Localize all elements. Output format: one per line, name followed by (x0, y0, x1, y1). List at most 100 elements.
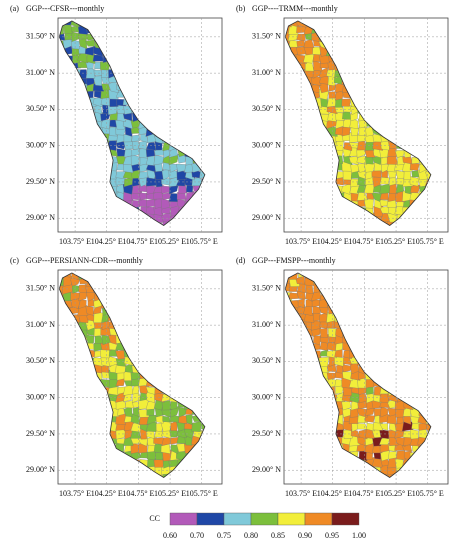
sub-basin (395, 88, 405, 99)
sub-basin (162, 272, 171, 280)
sub-basin (161, 319, 171, 329)
sub-basin (418, 60, 429, 69)
sub-basin (295, 88, 306, 100)
sub-basin (334, 32, 346, 41)
sub-basin (350, 429, 361, 438)
sub-basin (123, 66, 134, 79)
sub-basin (327, 444, 336, 454)
sub-basin (163, 371, 172, 381)
sub-basin (101, 275, 110, 287)
sub-basin (320, 407, 329, 416)
sub-basin (433, 24, 443, 35)
sub-basin (409, 429, 419, 440)
sub-basin (184, 348, 195, 360)
sub-basin (138, 304, 149, 316)
sub-basin (102, 212, 111, 224)
sub-basin (364, 364, 375, 373)
sub-basin (168, 39, 179, 50)
sub-basin (402, 132, 413, 143)
sub-basin (62, 76, 73, 86)
sub-basin (124, 307, 133, 316)
sub-basin (386, 275, 399, 286)
sub-basin (373, 97, 382, 107)
sub-basin (326, 473, 338, 478)
sub-basin (86, 421, 96, 432)
sub-basin (59, 299, 66, 309)
sub-basin (285, 164, 291, 173)
sub-basin (138, 275, 149, 286)
sub-basin (192, 276, 202, 287)
sub-basin (208, 365, 217, 371)
sub-basin (107, 205, 119, 216)
sub-basin (87, 219, 97, 226)
sub-basin (145, 348, 156, 359)
panel-title: GGP---FMSPP---monthly (252, 256, 336, 265)
sub-basin (62, 61, 74, 71)
sub-basin (177, 20, 187, 28)
sub-basin (62, 81, 74, 93)
sub-basin (78, 451, 89, 462)
sub-basin (404, 30, 412, 42)
sub-basin (318, 175, 329, 187)
sub-basin (425, 319, 431, 330)
sub-basin (153, 370, 165, 382)
sub-basin (296, 464, 307, 476)
sub-basin (404, 81, 413, 92)
sub-basin (85, 449, 95, 460)
sub-basin (288, 407, 300, 418)
sub-basin (372, 314, 384, 323)
sub-basin (297, 471, 307, 478)
lat-tick-label: 30.00° N (252, 141, 281, 150)
sub-basin (185, 52, 195, 64)
sub-basin (373, 89, 383, 100)
sub-basin (426, 60, 431, 71)
sub-basin (85, 406, 97, 418)
lon-tick-label: 104.75° E (348, 237, 380, 246)
sub-basin (176, 110, 188, 121)
sub-basin (145, 118, 157, 129)
sub-basin (184, 464, 195, 475)
sub-basin (62, 147, 74, 157)
sub-basin (411, 277, 422, 287)
sub-basin (404, 464, 413, 475)
sub-basin (207, 48, 216, 56)
legend-title: CC (149, 514, 160, 523)
sub-basin (318, 464, 329, 474)
sub-basin (62, 348, 73, 359)
sub-basin (371, 103, 384, 114)
sub-basin (285, 61, 292, 72)
sub-basin (396, 326, 404, 338)
sub-basin (418, 307, 428, 316)
sub-basin (192, 212, 202, 223)
sub-basin (296, 190, 307, 202)
sub-basin (427, 40, 431, 49)
sub-basin (364, 298, 375, 309)
sub-basin (78, 371, 89, 382)
sub-basin (349, 347, 361, 359)
sub-basin (123, 31, 133, 41)
sub-basin (418, 11, 427, 20)
sub-basin (170, 327, 180, 337)
sub-basin (92, 161, 103, 174)
sub-basin (85, 305, 94, 316)
sub-basin (319, 328, 328, 338)
sub-basin (394, 471, 405, 478)
sub-basin (94, 276, 104, 285)
sub-basin (366, 67, 374, 76)
sub-basin (133, 275, 142, 285)
sub-basin (117, 24, 125, 35)
lat-tick-label: 31.00° N (26, 320, 55, 329)
sub-basin (285, 422, 290, 431)
sub-basin (208, 378, 218, 388)
sub-basin (379, 423, 388, 431)
sub-basin (348, 31, 360, 40)
sub-basin (350, 38, 359, 48)
sub-basin (395, 132, 406, 143)
sub-basin (71, 421, 82, 432)
sub-basin (303, 132, 314, 141)
sub-basin (176, 33, 187, 42)
sub-basin (389, 343, 398, 353)
sub-basin (161, 348, 171, 359)
sub-basin (285, 378, 291, 387)
sub-basin (296, 355, 305, 367)
